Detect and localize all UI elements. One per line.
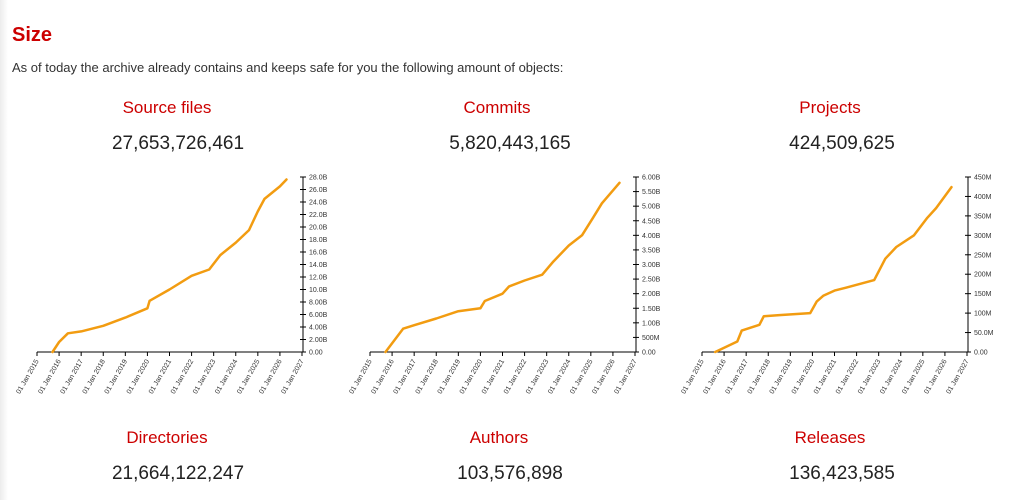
x-tick-label: 01 Jan 2017 [60,358,85,395]
x-tick-label: 01 Jan 2023 [525,358,550,395]
y-tick-label: 0.00 [309,350,323,357]
y-tick-label: 5.50B [642,189,661,196]
x-tick-label: 01 Jan 2017 [393,358,418,395]
y-tick-label: 1.00B [642,320,661,327]
y-tick-label: 24.0B [309,200,328,207]
x-tick-label: 01 Jan 2017 [725,358,750,395]
x-tick-label: 01 Jan 2026 [923,358,948,395]
x-tick-label: 01 Jan 2027 [945,358,970,395]
x-tick-label: 01 Jan 2023 [192,358,217,395]
y-tick-label: 4.00B [309,325,328,332]
metric-value-releases: 136,423,585 [789,463,895,484]
series-line [384,181,621,354]
y-tick-label: 0.00 [642,350,656,357]
y-tick-label: 16.0B [309,250,328,257]
metric-value-commits: 5,820,443,165 [449,133,571,154]
metric-value-authors: 103,576,898 [457,463,563,484]
x-tick-label: 01 Jan 2022 [503,358,528,395]
x-tick-label: 01 Jan 2023 [857,358,882,395]
x-tick-label: 01 Jan 2016 [370,358,395,395]
metric-label-projects: Projects [799,98,861,117]
x-tick-label: 01 Jan 2015 [348,358,373,395]
metric-label-authors: Authors [469,428,529,447]
x-tick-label: 01 Jan 2022 [835,358,860,395]
x-tick-label: 01 Jan 2020 [459,358,484,395]
x-tick-label: 01 Jan 2018 [82,358,107,395]
y-tick-label: 14.0B [309,262,328,269]
x-tick-label: 01 Jan 2027 [613,358,638,395]
x-tick-label: 01 Jan 2025 [901,358,926,395]
y-tick-label: 28.0B [309,175,328,182]
y-tick-label: 2.00B [309,337,328,344]
metric-label-source-files: Source files [122,98,212,117]
metric-value-source-files: 27,653,726,461 [111,133,245,154]
y-tick-label: 300M [974,233,992,240]
x-tick-label: 01 Jan 2025 [569,358,594,395]
x-tick-label: 01 Jan 2021 [148,358,173,395]
y-tick-label: 4.00B [642,233,661,240]
x-tick-label: 01 Jan 2024 [214,358,239,395]
y-tick-label: 3.50B [642,247,661,254]
x-tick-label: 01 Jan 2021 [813,358,838,395]
x-tick-label: 01 Jan 2024 [547,358,572,395]
y-tick-label: 6.00B [642,175,661,182]
x-tick-label: 01 Jan 2015 [15,358,40,395]
y-tick-label: 250M [974,252,992,259]
metric-value-directories: 21,664,122,247 [111,463,245,484]
y-tick-label: 20.0B [309,225,328,232]
x-tick-label: 01 Jan 2020 [126,358,151,395]
x-tick-label: 01 Jan 2019 [104,358,129,395]
x-tick-label: 01 Jan 2018 [415,358,440,395]
y-tick-label: 0.00 [974,350,988,357]
metric-label-releases: Releases [794,428,866,447]
y-tick-label: 100M [974,311,992,318]
metric-value-projects: 424,509,625 [789,133,895,154]
y-tick-label: 2.00B [642,291,661,298]
x-tick-label: 01 Jan 2026 [591,358,616,395]
y-tick-label: 22.0B [309,212,328,219]
y-tick-label: 10.0B [309,287,328,294]
metric-label-directories: Directories [126,428,208,447]
y-tick-label: 18.0B [309,237,328,244]
y-tick-label: 350M [974,213,992,220]
y-tick-label: 12.0B [309,275,328,282]
y-tick-label: 50.0M [974,330,994,337]
x-tick-label: 01 Jan 2018 [747,358,772,395]
y-tick-label: 200M [974,272,992,279]
y-tick-label: 3.00B [642,262,661,269]
y-tick-label: 4.50B [642,218,661,225]
y-tick-label: 450M [974,175,992,182]
y-tick-label: 1.50B [642,306,661,313]
metric-label-commits: Commits [463,98,531,117]
x-tick-label: 01 Jan 2016 [702,358,727,395]
x-tick-label: 01 Jan 2015 [680,358,705,395]
x-tick-label: 01 Jan 2025 [236,358,261,395]
x-tick-label: 01 Jan 2027 [280,358,305,395]
series-line [713,185,953,354]
y-tick-label: 150M [974,291,992,298]
y-tick-label: 2.50B [642,277,661,284]
x-tick-label: 01 Jan 2019 [769,358,794,395]
y-tick-label: 400M [974,194,992,201]
y-tick-label: 26.0B [309,187,328,194]
y-tick-label: 8.00B [309,300,328,307]
y-tick-label: 6.00B [309,312,328,319]
section-intro: As of today the archive already contains… [12,60,564,75]
y-tick-label: 500M [642,335,660,342]
x-tick-label: 01 Jan 2024 [879,358,904,395]
x-tick-label: 01 Jan 2016 [37,358,62,395]
page-edge-shade [0,0,8,500]
y-tick-label: 5.00B [642,204,661,211]
x-tick-label: 01 Jan 2021 [481,358,506,395]
x-tick-label: 01 Jan 2020 [791,358,816,395]
x-tick-label: 01 Jan 2026 [258,358,283,395]
series-line [51,178,288,354]
x-tick-label: 01 Jan 2022 [170,358,195,395]
x-tick-label: 01 Jan 2019 [437,358,462,395]
section-title: Size [12,24,53,46]
